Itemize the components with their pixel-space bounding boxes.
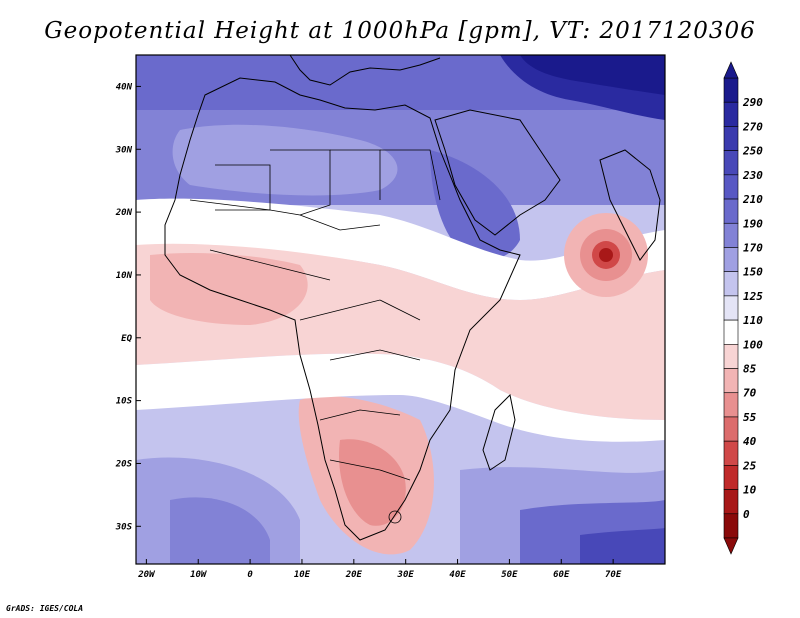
madagascar-coastline	[482, 393, 516, 471]
colorbar-cell	[723, 77, 739, 103]
longitude-axis: 20W 10W 0 10E 20E 30E 40E 50E 60E 70E	[137, 559, 622, 580]
colorbar-label: 10	[743, 484, 757, 497]
coastlines	[164, 54, 661, 541]
colorbar-label: 110	[743, 314, 763, 327]
colorbar-cell	[723, 344, 739, 369]
lat-tick-label: 10N	[116, 271, 133, 281]
india-coastline	[599, 149, 661, 261]
colorbar-cell	[723, 271, 739, 297]
height-field	[136, 55, 665, 564]
lon-tick-label: 20W	[137, 570, 156, 580]
colorbar-cell	[723, 392, 739, 418]
colorbar-label: 25	[742, 459, 757, 472]
plot-frame	[135, 54, 666, 565]
colorbar-cell	[723, 101, 739, 127]
west-africa-low	[150, 253, 308, 325]
sahara-lobe	[172, 124, 398, 196]
kalahari-low	[339, 439, 406, 526]
lat-tick-label: 30N	[115, 145, 133, 155]
colorbar-label: 0	[743, 508, 750, 521]
colorbar-label: 270	[742, 120, 763, 133]
colorbar-cell	[723, 489, 739, 515]
south-atlantic-high-core	[170, 497, 270, 564]
europe-coastline	[289, 54, 441, 86]
cyclone-core	[599, 248, 613, 262]
lon-tick-label: 10W	[190, 570, 208, 580]
colorbar-label: 85	[743, 363, 757, 376]
colorbar-cell	[723, 247, 739, 272]
grads-credit: GrADS: IGES/COLA	[6, 604, 84, 613]
colorbar-cell	[723, 222, 739, 248]
colorbar-label: 290	[742, 96, 763, 109]
lon-tick-label: 30E	[397, 570, 415, 580]
colorbar-cell	[723, 126, 739, 151]
colorbar-cell	[723, 319, 739, 345]
lat-tick-label: 30S	[115, 522, 133, 532]
lon-tick-label: 70E	[605, 570, 622, 580]
colorbar-top-arrow	[723, 61, 739, 79]
lat-tick-label: 20N	[115, 208, 133, 218]
colorbar-label: 190	[743, 217, 763, 230]
africa-coastline	[164, 77, 521, 541]
colorbar-cell	[723, 416, 739, 442]
south-transition-band	[136, 353, 665, 442]
transition-band	[136, 198, 665, 300]
colorbar-cell	[723, 513, 739, 539]
colorbar-cell	[723, 150, 739, 176]
lon-tick-label: 40E	[449, 570, 466, 580]
lat-tick-label: 20S	[115, 459, 133, 469]
central-asia-high-core	[520, 55, 665, 95]
colorbar-label: 100	[743, 338, 763, 351]
country-borders	[189, 149, 441, 524]
colorbar-label: 125	[743, 290, 763, 303]
colorbar-label: 170	[743, 241, 763, 254]
arabia-coastline	[434, 109, 561, 236]
colorbar-label: 55	[743, 411, 757, 424]
lat-tick-label: EQ	[121, 334, 132, 344]
colorbar-label: 230	[742, 169, 763, 182]
colorbar-bottom-arrow	[723, 537, 739, 555]
colorbar-cell	[723, 174, 739, 200]
colorbar: 2902702502302101901701501251101008570554…	[723, 61, 763, 555]
lon-tick-label: 0	[247, 570, 253, 580]
lon-tick-label: 50E	[501, 570, 518, 580]
lat-tick-label: 40N	[116, 82, 133, 92]
colorbar-cell	[723, 440, 739, 466]
colorbar-cell	[723, 198, 739, 224]
lon-tick-label: 60E	[553, 570, 570, 580]
colorbar-cell	[723, 295, 739, 321]
latitude-axis: 40N 30N 20N 10N EQ 10S 20S 30S	[115, 82, 141, 532]
lat-tick-label: 10S	[116, 397, 133, 407]
colorbar-label: 250	[742, 145, 763, 158]
colorbar-label: 210	[742, 193, 763, 206]
colorbar-label: 70	[743, 387, 757, 400]
colorbar-label: 40	[743, 435, 757, 448]
lon-tick-label: 10E	[294, 570, 311, 580]
lon-tick-label: 20E	[345, 570, 363, 580]
colorbar-cell	[723, 465, 739, 490]
south-indian-high-center	[580, 528, 665, 564]
map-title: Geopotential Height at 1000hPa [gpm], VT…	[44, 18, 756, 44]
colorbar-cell	[723, 368, 739, 394]
colorbar-label: 150	[743, 266, 763, 279]
